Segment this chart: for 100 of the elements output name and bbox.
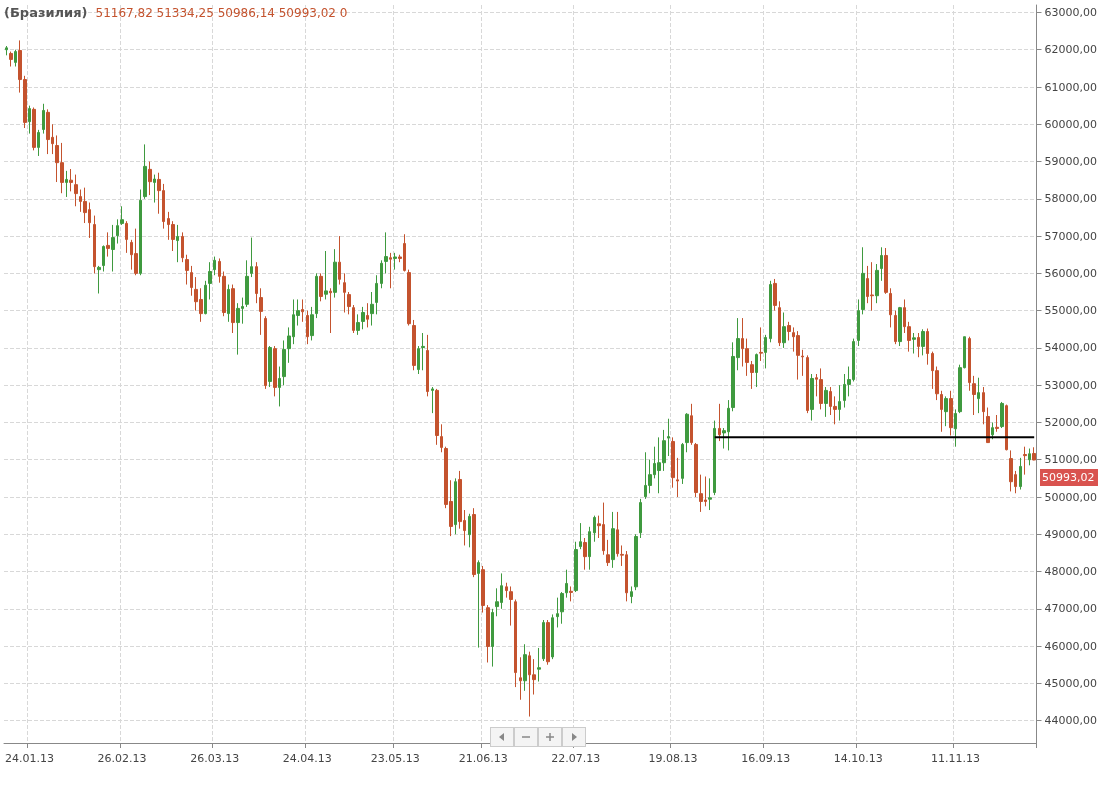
candlestick bbox=[190, 265, 193, 297]
candlestick bbox=[74, 174, 78, 207]
candlestick bbox=[537, 647, 541, 682]
candlestick bbox=[208, 261, 212, 300]
candlestick bbox=[755, 353, 758, 388]
candlestick bbox=[694, 442, 698, 498]
candlestick bbox=[134, 228, 138, 276]
candlestick bbox=[259, 287, 263, 336]
candlestick bbox=[181, 231, 184, 263]
y-tick-label: 47000,00 bbox=[1044, 602, 1098, 616]
x-tick-label: 19.08.13 bbox=[648, 752, 698, 765]
candlestick bbox=[366, 302, 369, 328]
candlestick bbox=[759, 326, 763, 362]
y-tick-label: 46000,00 bbox=[1044, 639, 1098, 653]
candlestick bbox=[389, 252, 392, 289]
candlestick bbox=[426, 334, 429, 397]
candlestick bbox=[111, 224, 115, 272]
candlestick bbox=[982, 386, 985, 425]
y-tick-label: 44000,00 bbox=[1044, 714, 1098, 728]
candlestick bbox=[870, 261, 874, 312]
candlestick bbox=[268, 345, 272, 388]
candlestick bbox=[671, 436, 675, 489]
candlestick bbox=[231, 284, 235, 334]
candlestick bbox=[769, 280, 772, 343]
candlestick bbox=[46, 108, 50, 155]
candlestick bbox=[583, 537, 587, 571]
candlestick bbox=[431, 386, 434, 414]
candlestick bbox=[370, 291, 374, 327]
candlestick bbox=[764, 334, 767, 369]
candlestick bbox=[546, 619, 550, 666]
candlestick bbox=[778, 300, 781, 347]
y-tick-label: 59000,00 bbox=[1044, 155, 1098, 169]
y-tick-label: 57000,00 bbox=[1044, 229, 1098, 243]
candlestick bbox=[713, 420, 716, 496]
candlestick bbox=[28, 105, 31, 135]
candlestick bbox=[213, 256, 216, 276]
candlestick bbox=[972, 375, 976, 416]
candlestick bbox=[616, 511, 619, 558]
candlestick bbox=[611, 511, 615, 569]
candlestick bbox=[676, 457, 679, 498]
candlestick bbox=[875, 263, 879, 304]
x-tick-label: 22.07.13 bbox=[551, 752, 601, 765]
candlestick bbox=[681, 442, 684, 485]
candlestick bbox=[944, 395, 948, 427]
candlestick bbox=[574, 541, 578, 593]
candlestick bbox=[42, 103, 45, 135]
candlestick bbox=[472, 507, 476, 578]
candlestick bbox=[787, 321, 791, 341]
candlestick bbox=[393, 252, 397, 271]
candlestick bbox=[468, 513, 471, 548]
candlestick bbox=[93, 215, 96, 274]
x-tick-label: 24.01.13 bbox=[4, 752, 54, 765]
candlestick bbox=[65, 170, 68, 198]
candlestick bbox=[699, 474, 703, 513]
y-tick-label: 55000,00 bbox=[1044, 304, 1098, 318]
y-tick-label: 62000,00 bbox=[1044, 43, 1098, 57]
candlestick bbox=[106, 231, 110, 258]
candlestick bbox=[986, 407, 990, 444]
x-tick-label: 14.10.13 bbox=[833, 752, 883, 765]
candlestick bbox=[949, 390, 953, 436]
candlestick bbox=[319, 272, 323, 302]
y-tick-label: 52000,00 bbox=[1044, 415, 1098, 429]
candlestick bbox=[37, 129, 40, 157]
y-tick-label: 58000,00 bbox=[1044, 192, 1098, 206]
candlestick bbox=[606, 539, 610, 567]
candlestick bbox=[588, 526, 591, 571]
candlestick bbox=[421, 332, 425, 371]
candlestick bbox=[630, 585, 633, 604]
candlestick bbox=[773, 278, 777, 312]
candlestick bbox=[579, 522, 582, 550]
y-tick-label: 48000,00 bbox=[1044, 565, 1098, 579]
candlestick bbox=[282, 339, 286, 386]
candlestick bbox=[634, 533, 638, 591]
candlestick bbox=[306, 310, 309, 345]
candlestick bbox=[917, 332, 920, 358]
candlestick bbox=[542, 619, 545, 662]
candlestick bbox=[116, 218, 119, 245]
candlestick bbox=[690, 403, 693, 446]
x-tick-label: 26.03.13 bbox=[190, 752, 240, 765]
candlestick bbox=[560, 591, 564, 625]
x-tick-label: 23.05.13 bbox=[370, 752, 420, 765]
y-tick-label: 56000,00 bbox=[1044, 266, 1098, 280]
candlestick bbox=[301, 298, 304, 323]
candlestick bbox=[505, 582, 508, 599]
candlestick bbox=[685, 412, 689, 453]
candlestick bbox=[968, 336, 971, 392]
candlestick bbox=[454, 477, 457, 535]
candlestick bbox=[806, 354, 809, 414]
candlestick bbox=[921, 328, 925, 356]
candlestick bbox=[250, 237, 253, 278]
x-tick-label: 16.09.13 bbox=[741, 752, 791, 765]
candlestick bbox=[667, 418, 670, 457]
x-tick-label: 26.02.13 bbox=[97, 752, 147, 765]
candlestick bbox=[954, 408, 957, 448]
candlestick bbox=[227, 284, 230, 323]
candlestick bbox=[824, 386, 828, 418]
x-tick-label: 24.04.13 bbox=[282, 752, 332, 765]
candlestick bbox=[514, 599, 517, 688]
candlestick bbox=[5, 45, 8, 56]
candlestick bbox=[857, 298, 860, 347]
